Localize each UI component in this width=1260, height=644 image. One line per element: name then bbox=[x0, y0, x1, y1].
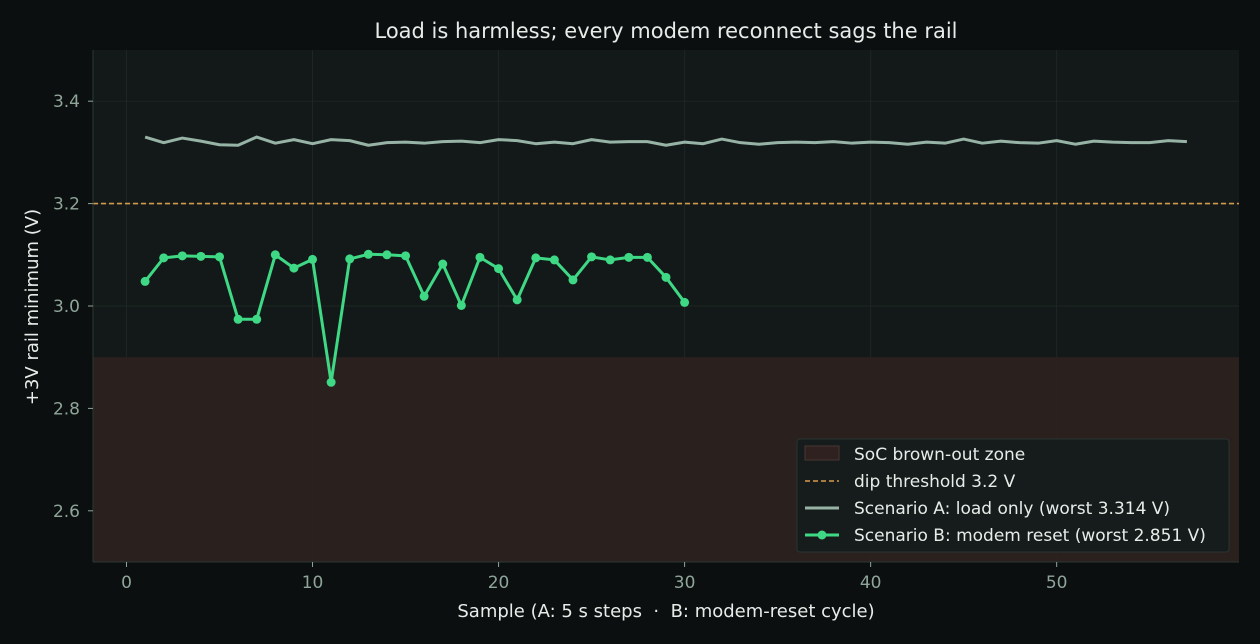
series-b-point-29 bbox=[661, 272, 671, 282]
series-b-point-22 bbox=[531, 253, 541, 263]
series-b-point-25 bbox=[587, 252, 597, 262]
y-tick-label-1: 2.8 bbox=[53, 399, 80, 419]
series-b-point-28 bbox=[642, 252, 652, 262]
legend-marker-series-b bbox=[817, 530, 827, 540]
series-b-point-23 bbox=[549, 255, 559, 265]
series-b-point-4 bbox=[196, 251, 206, 261]
y-tick-label-4: 3.4 bbox=[53, 92, 80, 112]
series-b-point-15 bbox=[401, 251, 411, 261]
series-b-point-19 bbox=[475, 252, 485, 262]
x-tick-label-1: 10 bbox=[302, 573, 324, 593]
series-a-line bbox=[144, 135, 1187, 147]
series-b-point-11 bbox=[326, 377, 336, 387]
series-b-point-8 bbox=[270, 250, 280, 260]
series-b-point-18 bbox=[456, 300, 466, 310]
y-ticks: 2.6 2.8 3.0 3.2 3.4 bbox=[53, 92, 93, 522]
series-b-point-6 bbox=[233, 314, 243, 324]
series-b-point-10 bbox=[308, 254, 318, 264]
series-b-point-9 bbox=[289, 263, 299, 273]
series-b-point-26 bbox=[605, 255, 615, 265]
x-ticks: 0 10 20 30 40 50 bbox=[121, 562, 1068, 593]
series-b-point-16 bbox=[419, 291, 429, 301]
x-tick-label-3: 30 bbox=[674, 573, 696, 593]
y-tick-label-3: 3.2 bbox=[53, 195, 80, 215]
series-b-point-2 bbox=[159, 253, 169, 263]
series-b-point-5 bbox=[215, 252, 225, 262]
series-b-point-3 bbox=[177, 251, 187, 261]
series-b-point-30 bbox=[680, 297, 690, 307]
series-b-point-24 bbox=[568, 275, 578, 285]
series-b-point-13 bbox=[363, 249, 373, 259]
legend-box bbox=[796, 438, 1230, 553]
legend-label-zone: SoC brown-out zone bbox=[854, 445, 1025, 465]
legend-label-series-b: Scenario B: modem reset (worst 2.851 V) bbox=[854, 526, 1206, 546]
series-b-point-7 bbox=[252, 314, 262, 324]
legend-label-series-a: Scenario A: load only (worst 3.314 V) bbox=[854, 499, 1170, 519]
series-b-point-14 bbox=[382, 250, 392, 260]
y-axis-label: +3V rail minimum (V) bbox=[22, 209, 43, 405]
x-tick-label-4: 40 bbox=[860, 573, 882, 593]
x-tick-label-5: 50 bbox=[1046, 573, 1068, 593]
legend-label-threshold: dip threshold 3.2 V bbox=[854, 472, 1016, 492]
x-tick-label-2: 20 bbox=[488, 573, 510, 593]
legend-swatch-zone bbox=[804, 445, 840, 461]
series-b-point-27 bbox=[624, 252, 634, 262]
chart-title: Load is harmless; every modem reconnect … bbox=[374, 19, 957, 43]
series-b-point-17 bbox=[438, 259, 448, 269]
series-b-point-12 bbox=[345, 254, 355, 264]
y-tick-label-2: 3.0 bbox=[53, 297, 80, 317]
x-axis-label: Sample (A: 5 s steps · B: modem-reset cy… bbox=[457, 601, 874, 622]
series-b-point-1 bbox=[140, 276, 150, 286]
y-tick-label-0: 2.6 bbox=[53, 502, 80, 522]
x-tick-label-0: 0 bbox=[121, 573, 132, 593]
series-b-point-21 bbox=[512, 295, 522, 305]
series-b-point-20 bbox=[494, 264, 504, 274]
legend: SoC brown-out zone dip threshold 3.2 V S… bbox=[796, 438, 1230, 553]
series-group bbox=[140, 135, 1187, 387]
